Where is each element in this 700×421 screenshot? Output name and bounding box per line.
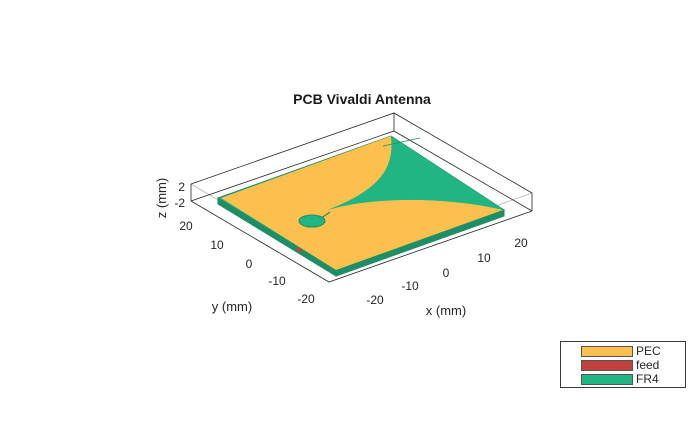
x-axis-label: x (mm): [426, 303, 466, 318]
x-tick: -10: [401, 279, 419, 293]
x-tick: 0: [443, 266, 450, 280]
z-tick-labels: 2 -2: [174, 180, 185, 210]
z-tick: -2: [174, 196, 185, 210]
y-tick: -20: [297, 292, 315, 306]
x-tick: -20: [366, 293, 384, 307]
y-tick-labels: 20 10 0 -10 -20: [179, 219, 315, 306]
y-axis-label: y (mm): [212, 299, 252, 314]
legend-label-feed: feed: [636, 358, 660, 372]
y-tick: 0: [246, 257, 253, 271]
z-axis-label: z (mm): [154, 178, 169, 218]
feed-point: [296, 247, 302, 253]
vivaldi-slot: [298, 136, 504, 228]
legend-swatch-pec: [581, 345, 633, 357]
y-tick: 10: [210, 238, 224, 252]
legend-swatch-feed: [581, 359, 633, 371]
legend-item-pec: PEC: [581, 344, 661, 358]
legend-label-fr4: FR4: [636, 372, 659, 386]
legend-item-fr4: FR4: [581, 372, 659, 386]
x-tick: 20: [514, 236, 528, 250]
y-tick: -10: [268, 274, 286, 288]
x-tick: 10: [477, 251, 491, 265]
legend-label-pec: PEC: [636, 344, 661, 358]
legend-item-feed: feed: [581, 358, 659, 372]
plot-title: PCB Vivaldi Antenna: [293, 91, 431, 107]
legend-swatch-fr4: [581, 373, 633, 385]
pec-layer: [221, 136, 503, 270]
y-tick: 20: [179, 219, 193, 233]
z-tick: 2: [178, 180, 185, 194]
x-tick-labels: -20 -10 0 10 20: [366, 236, 528, 307]
legend: PEC feed FR4: [560, 341, 686, 388]
